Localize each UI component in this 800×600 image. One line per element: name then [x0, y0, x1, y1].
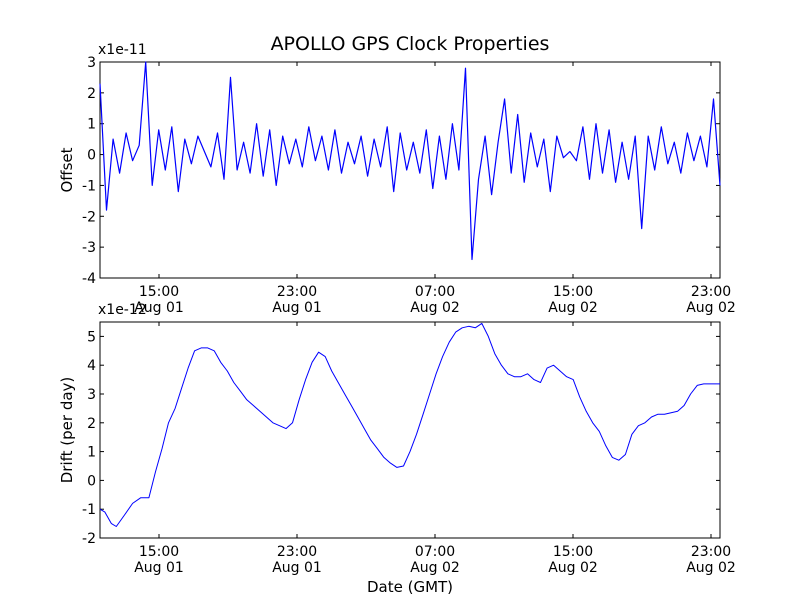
y-tick-label: 5 [87, 329, 96, 345]
x-tick-date-label: Aug 02 [410, 300, 460, 316]
x-axis-label: Date (GMT) [367, 578, 453, 596]
x-tick-date-label: Aug 02 [410, 560, 460, 576]
plot-frame [99, 321, 721, 539]
x-tick-date-label: Aug 01 [272, 300, 322, 316]
x-tick-time-label: 23:00 [691, 544, 731, 560]
plot-frame [99, 61, 721, 279]
y-tick-label: -3 [82, 240, 96, 256]
y-tick-label: 1 [87, 117, 96, 133]
y-tick-label: 3 [87, 55, 96, 71]
y-axis-label: Drift (per day) [58, 377, 76, 484]
series-line [99, 322, 720, 527]
y-tick-label: 2 [87, 86, 96, 102]
x-tick-date-label: Aug 02 [548, 300, 598, 316]
axis-scale-label: x1e-11 [98, 42, 147, 58]
y-axis-label: Offset [58, 147, 76, 192]
y-tick-label: 2 [87, 416, 96, 432]
x-tick-date-label: Aug 02 [548, 560, 598, 576]
x-tick-time-label: 15:00 [139, 544, 179, 560]
axis-scale-label: x1e-12 [98, 302, 147, 318]
x-tick-time-label: 15:00 [553, 544, 593, 560]
x-tick-date-label: Aug 01 [134, 560, 184, 576]
x-tick-time-label: 23:00 [691, 284, 731, 300]
x-tick-time-label: 23:00 [277, 284, 317, 300]
figure-title: APOLLO GPS Clock Properties [271, 33, 550, 55]
y-tick-label: 0 [87, 473, 96, 489]
x-tick-date-label: Aug 01 [134, 300, 184, 316]
x-tick-date-label: Aug 01 [272, 560, 322, 576]
x-tick-time-label: 07:00 [415, 544, 455, 560]
y-tick-label: -2 [82, 209, 96, 225]
y-tick-label: -4 [82, 271, 96, 287]
y-tick-label: -1 [82, 178, 96, 194]
y-tick-label: -2 [82, 531, 96, 547]
x-tick-time-label: 07:00 [415, 284, 455, 300]
x-tick-date-label: Aug 02 [686, 300, 736, 316]
x-tick-time-label: 15:00 [139, 284, 179, 300]
series-line [99, 61, 721, 261]
y-tick-label: 1 [87, 445, 96, 461]
y-tick-label: -1 [82, 502, 96, 518]
y-tick-label: 3 [87, 387, 96, 403]
y-tick-label: 0 [87, 148, 96, 164]
y-tick-label: 4 [87, 358, 96, 374]
x-tick-date-label: Aug 02 [686, 560, 736, 576]
x-tick-time-label: 15:00 [553, 284, 593, 300]
x-tick-time-label: 23:00 [277, 544, 317, 560]
